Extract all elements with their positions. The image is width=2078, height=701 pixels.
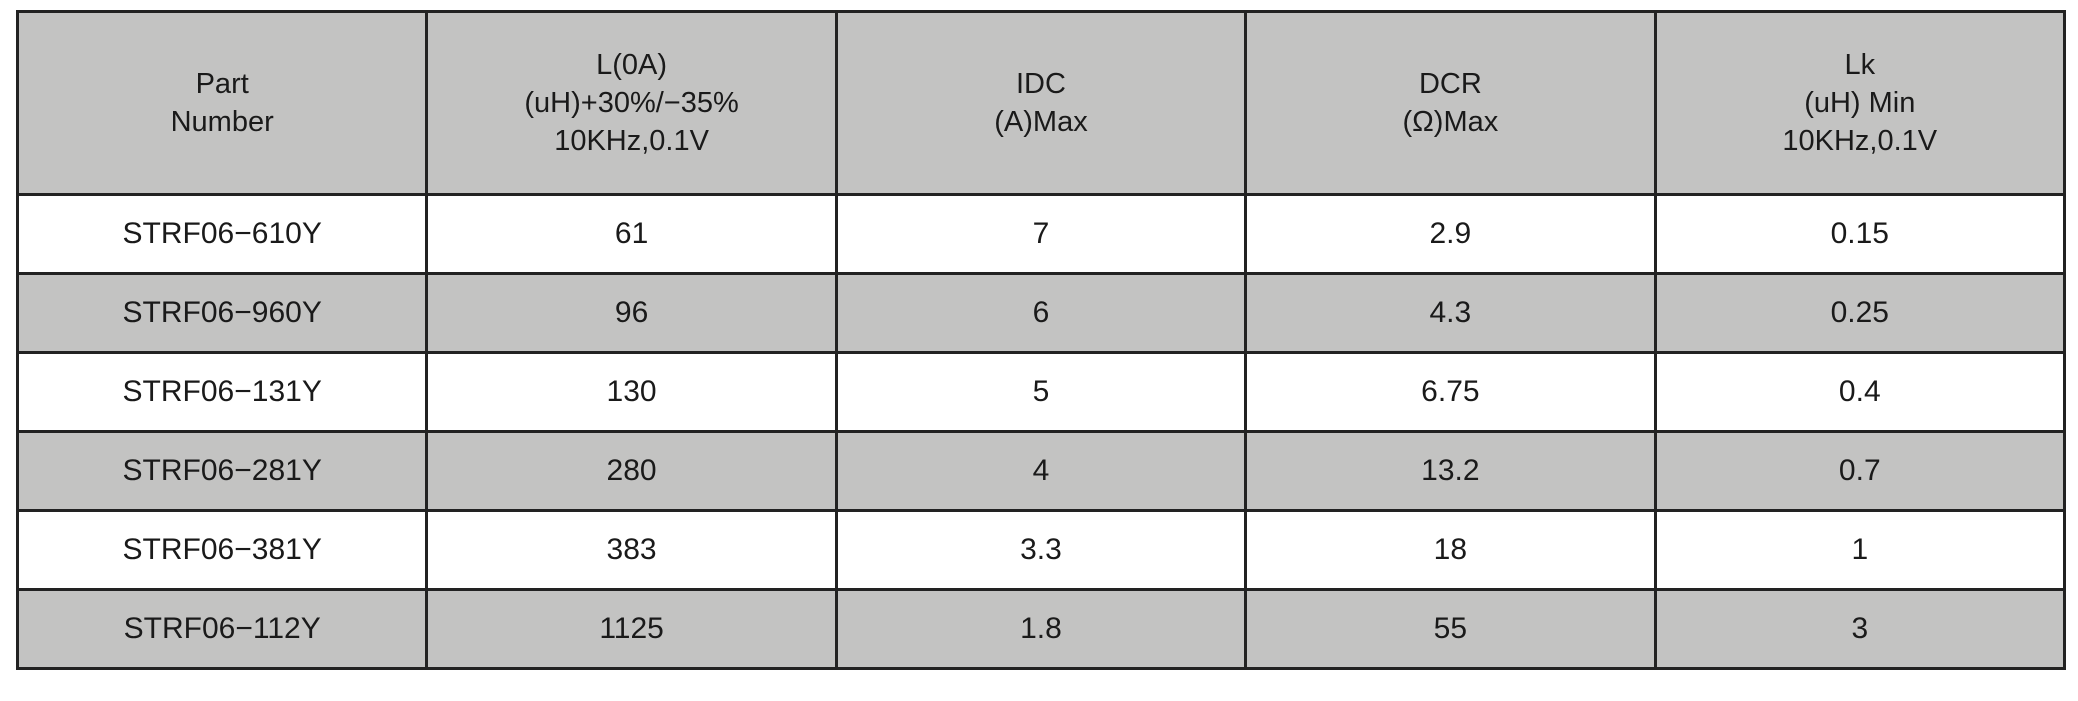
cell-dcr: 2.9 <box>1244 193 1657 275</box>
table-row: STRF06−381Y 383 3.3 18 1 <box>15 509 2067 591</box>
cell-idc: 3.3 <box>834 509 1248 591</box>
cell-dcr: 18 <box>1244 509 1657 591</box>
cell-part-number: STRF06−131Y <box>15 351 429 433</box>
cell-dcr: 4.3 <box>1244 272 1657 354</box>
cell-lk: 0.25 <box>1653 272 2067 354</box>
cell-dcr: 6.75 <box>1244 351 1657 433</box>
header-line: Part <box>195 68 249 100</box>
cell-inductance: 130 <box>425 351 838 433</box>
cell-idc: 7 <box>834 193 1248 275</box>
header-line: Number <box>170 106 274 138</box>
header-dcr: DCR (Ω)Max <box>1244 10 1657 196</box>
header-line: Lk <box>1844 49 1876 81</box>
cell-inductance: 1125 <box>425 588 838 670</box>
header-line: (uH)+30%/−35% <box>524 87 739 119</box>
cell-inductance: 383 <box>425 509 838 591</box>
cell-lk: 0.4 <box>1653 351 2067 433</box>
cell-part-number: STRF06−960Y <box>15 272 429 354</box>
cell-dcr: 55 <box>1244 588 1657 670</box>
header-part-number: Part Number <box>15 10 429 196</box>
cell-lk: 0.7 <box>1653 430 2067 512</box>
cell-lk: 3 <box>1653 588 2067 670</box>
header-line: L(0A) <box>596 49 668 81</box>
cell-inductance: 96 <box>425 272 838 354</box>
cell-part-number: STRF06−610Y <box>15 193 429 275</box>
header-lk: Lk (uH) Min 10KHz,0.1V <box>1653 10 2067 196</box>
cell-part-number: STRF06−112Y <box>15 588 429 670</box>
inductor-spec-table: Part Number L(0A) (uH)+30%/−35% 10KHz,0.… <box>15 10 2067 670</box>
cell-idc: 1.8 <box>834 588 1248 670</box>
cell-part-number: STRF06−381Y <box>15 509 429 591</box>
table-row: STRF06−281Y 280 4 13.2 0.7 <box>15 430 2067 512</box>
cell-inductance: 280 <box>425 430 838 512</box>
cell-idc: 4 <box>834 430 1248 512</box>
cell-lk: 0.15 <box>1653 193 2067 275</box>
header-line: (A)Max <box>994 106 1088 138</box>
header-line: IDC <box>1016 68 1066 100</box>
header-idc: IDC (A)Max <box>834 10 1248 196</box>
table-row: STRF06−960Y 96 6 4.3 0.25 <box>15 272 2067 354</box>
header-inductance: L(0A) (uH)+30%/−35% 10KHz,0.1V <box>425 10 838 196</box>
table-row: STRF06−112Y 1125 1.8 55 3 <box>15 588 2067 670</box>
cell-lk: 1 <box>1653 509 2067 591</box>
table-header-row: Part Number L(0A) (uH)+30%/−35% 10KHz,0.… <box>15 10 2067 196</box>
cell-idc: 5 <box>834 351 1248 433</box>
table-row: STRF06−610Y 61 7 2.9 0.15 <box>15 193 2067 275</box>
header-line: DCR <box>1418 68 1482 100</box>
table-row: STRF06−131Y 130 5 6.75 0.4 <box>15 351 2067 433</box>
header-line: 10KHz,0.1V <box>1782 125 1938 157</box>
cell-part-number: STRF06−281Y <box>15 430 429 512</box>
header-line: (Ω)Max <box>1402 106 1499 138</box>
cell-inductance: 61 <box>425 193 838 275</box>
cell-dcr: 13.2 <box>1244 430 1657 512</box>
header-line: (uH) Min <box>1804 87 1916 119</box>
cell-idc: 6 <box>834 272 1248 354</box>
spec-table-container: Part Number L(0A) (uH)+30%/−35% 10KHz,0.… <box>15 10 2067 670</box>
header-line: 10KHz,0.1V <box>554 125 709 157</box>
